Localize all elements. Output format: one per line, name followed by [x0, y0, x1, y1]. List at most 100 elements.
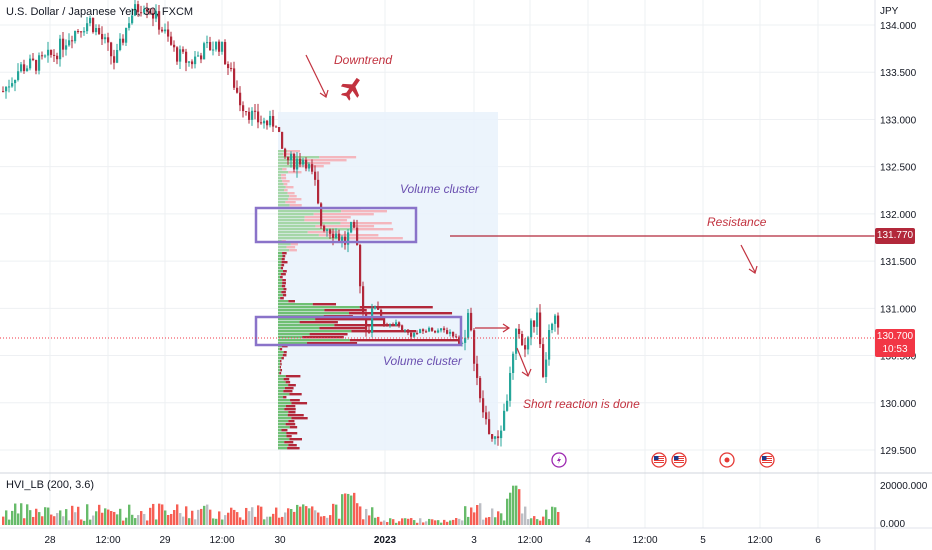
volume-bar: [137, 515, 140, 525]
current-price-value: 130.700: [876, 331, 914, 342]
profile-bar-buy: [278, 192, 288, 195]
profile-bar-sell: [319, 327, 365, 330]
volume-bar: [71, 505, 74, 525]
profile-bar-buy: [278, 348, 280, 351]
candle-body: [152, 13, 155, 19]
economic-events[interactable]: [551, 452, 775, 468]
candle-body: [545, 359, 548, 377]
profile-bar-sell: [288, 411, 296, 414]
profile-bar-buy: [278, 276, 281, 279]
profile-bar-sell: [283, 390, 293, 393]
candle-body: [527, 337, 530, 350]
profile-bar-sell: [334, 324, 401, 327]
volume-bar: [188, 518, 191, 525]
profile-bar-buy: [278, 273, 282, 276]
candle-body: [443, 328, 446, 331]
profile-bar-sell: [315, 318, 384, 321]
profile-bar-sell: [281, 177, 287, 180]
candle-body: [245, 111, 248, 113]
price-tick-label: 130.000: [880, 399, 917, 410]
volume-tick-label: 20000.000: [880, 481, 928, 492]
time-tick-label: 5: [700, 535, 706, 546]
profile-bar-buy: [278, 204, 290, 207]
candle-body: [155, 11, 158, 19]
volume-bar: [401, 518, 404, 525]
volume-bar: [68, 520, 71, 525]
candle-body: [491, 434, 494, 439]
candle-body: [299, 158, 302, 165]
volume-bar: [425, 521, 428, 525]
volume-bar: [383, 520, 386, 525]
volume-bar: [344, 493, 347, 525]
candle-body: [44, 55, 47, 57]
price-axis[interactable]: 134.000 133.500 133.000 132.500 132.000 131.5…: [880, 21, 917, 457]
profile-bar-buy: [278, 429, 282, 432]
volume-bar: [146, 520, 149, 525]
volume-bar: [125, 517, 128, 525]
candle-body: [368, 329, 371, 333]
volume-bar: [494, 517, 497, 525]
volume-bar: [197, 509, 200, 525]
candle-body: [56, 55, 59, 60]
volume-bar: [134, 518, 137, 525]
symbol-title[interactable]: U.S. Dollar / Japanese Yen, 30, FXCM: [6, 6, 194, 18]
volume-bar: [254, 516, 257, 525]
volume-bar: [203, 505, 206, 525]
profile-bar-buy: [278, 324, 335, 327]
volume-bar: [461, 520, 464, 525]
volume-bar: [233, 509, 236, 525]
candle-body: [392, 324, 395, 326]
us-flag-icon[interactable]: [759, 452, 775, 468]
candle-body: [50, 49, 53, 55]
us-flag-icon[interactable]: [651, 452, 667, 468]
volume-bar: [185, 506, 188, 525]
candle-body: [263, 120, 266, 124]
candle-body: [92, 17, 95, 33]
profile-bar-sell: [281, 429, 288, 432]
volume-bar: [518, 489, 521, 525]
volume-bar: [218, 511, 221, 525]
profile-bar-sell: [309, 162, 331, 165]
candle-body: [191, 61, 194, 65]
volume-bar: [65, 509, 68, 525]
profile-bar-sell: [282, 294, 287, 297]
volume-cluster-upper-box[interactable]: [254, 206, 418, 244]
candle-body: [227, 64, 230, 69]
profile-bar-buy: [278, 261, 282, 264]
volume-bar: [209, 509, 212, 525]
profile-bar-buy: [278, 336, 303, 339]
volume-bar: [32, 516, 35, 525]
volume-bar: [155, 519, 158, 525]
profile-bar-sell: [281, 273, 286, 276]
price-candles[interactable]: [2, 0, 560, 447]
candle-body: [419, 329, 422, 333]
target-icon[interactable]: [719, 452, 735, 468]
volume-bar: [263, 519, 266, 525]
volume-bar: [371, 507, 374, 525]
indicator-label[interactable]: HVI_LB (200, 3.6): [6, 479, 95, 491]
volume-bar: [395, 522, 398, 525]
volume-bar: [92, 515, 95, 525]
volume-bar: [83, 520, 86, 525]
volume-cluster-lower-box[interactable]: [254, 315, 463, 347]
profile-bar-buy: [278, 441, 285, 444]
candle-body: [470, 312, 473, 331]
lightning-icon[interactable]: [551, 452, 567, 468]
profile-bar-buy: [278, 183, 284, 186]
profile-bar-sell: [280, 360, 282, 363]
profile-bar-buy: [278, 186, 286, 189]
profile-bar-buy: [278, 384, 289, 387]
candle-body: [35, 60, 38, 71]
us-flag-icon[interactable]: [671, 452, 687, 468]
time-axis[interactable]: 28 12:00 29 12:00 30 2023 3 12:00 4 12:00 5 12:00 6: [44, 535, 821, 546]
profile-bar-buy: [278, 357, 282, 360]
profile-bar-buy: [278, 405, 286, 408]
current-price-badge: 130.700 10:53: [875, 329, 915, 357]
candle-body: [212, 49, 215, 51]
volume-bar: [242, 519, 245, 525]
volume-bar: [386, 521, 389, 525]
candle-body: [362, 286, 365, 313]
volume-bar: [44, 507, 47, 525]
profile-bar-buy: [278, 195, 290, 198]
